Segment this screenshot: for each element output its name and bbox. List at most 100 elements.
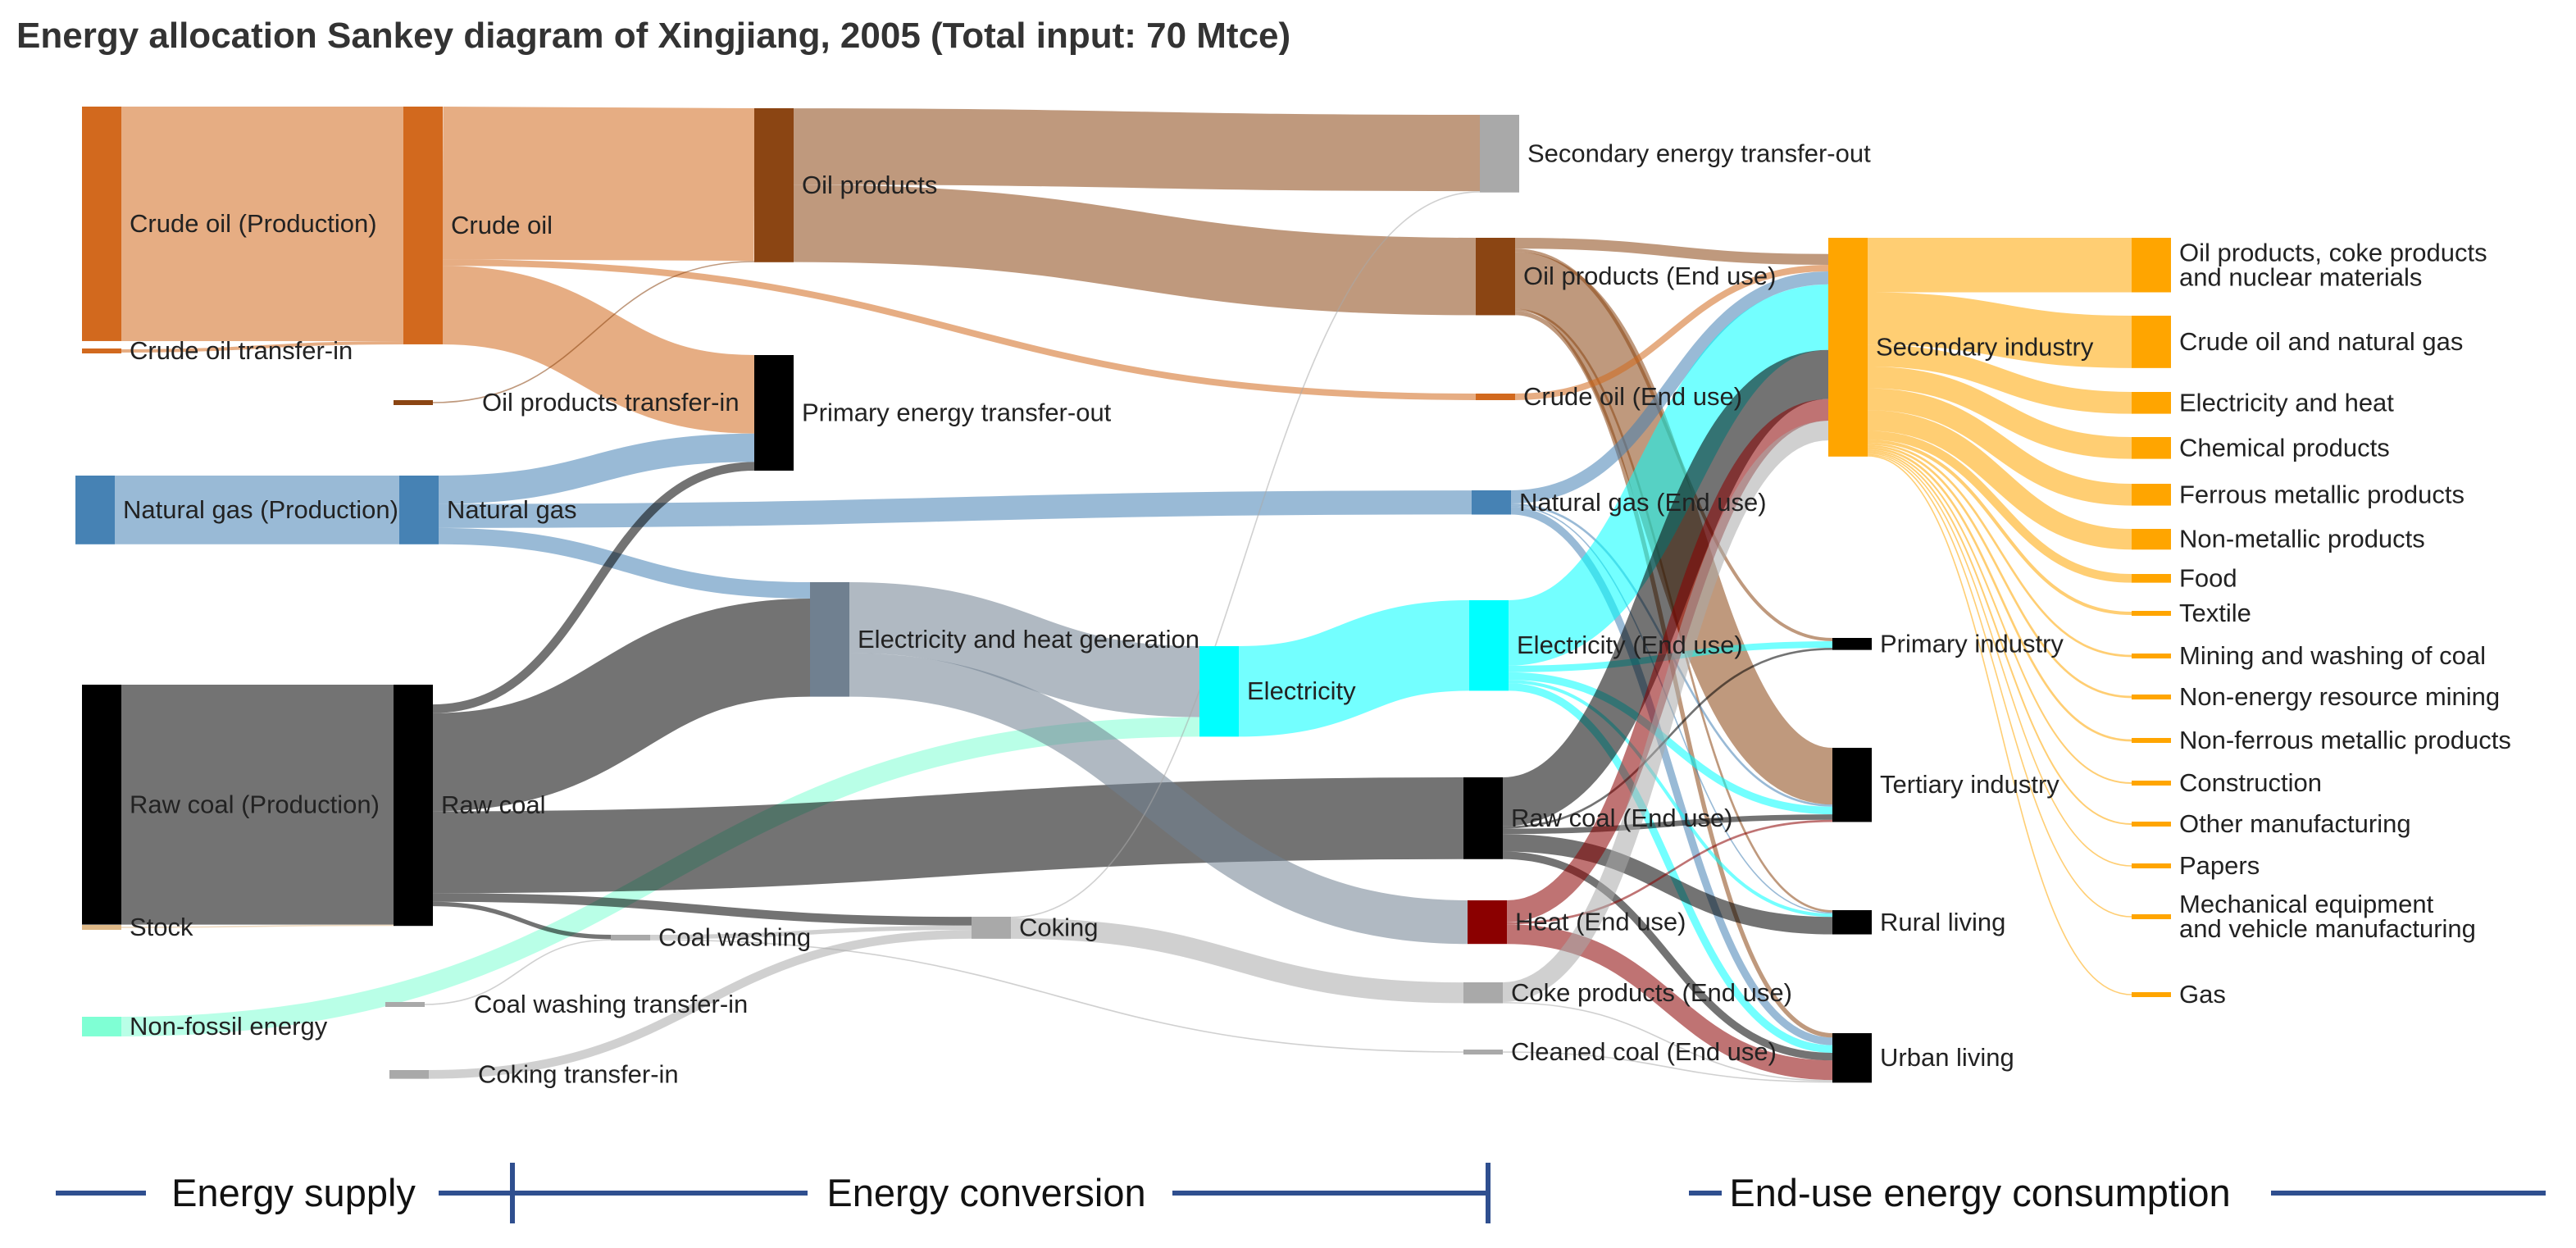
node-s3 — [2132, 392, 2171, 414]
node-label-crude_prod: Crude oil (Production) — [130, 209, 377, 238]
node-s2 — [2132, 316, 2171, 368]
node-label-crude_in: Crude oil transfer-in — [130, 336, 353, 365]
flow-link-gas-to-elec_gen — [438, 527, 811, 599]
node-label-coking_in: Coking transfer-in — [478, 1059, 679, 1088]
node-crude_in — [82, 348, 121, 353]
node-label-tertiary_ind: Tertiary industry — [1880, 770, 2059, 799]
node-label-s16: Gas — [2179, 980, 2226, 1009]
node-s14 — [2132, 863, 2171, 868]
node-crude — [403, 107, 443, 344]
flow-link-gas_end-to-secondary_ind — [1510, 271, 1829, 503]
node-gas_end — [1472, 490, 1511, 515]
flow-link-electricity-to-elec_end — [1238, 600, 1470, 737]
flow-link-secondary_ind-to-s16 — [1867, 455, 2132, 995]
node-label-s5: Ferrous metallic products — [2179, 480, 2464, 508]
node-s9 — [2132, 654, 2171, 658]
flow-link-oil_end-to-secondary_ind — [1514, 238, 1829, 265]
flow-link-coal-to-coal_end — [432, 777, 1464, 894]
flow-link-stock-to-coal — [121, 924, 394, 928]
node-s1 — [2132, 238, 2171, 293]
node-label-nonfossil: Non-fossil energy — [130, 1012, 328, 1041]
flow-link-secondary_ind-to-s5 — [1867, 388, 2132, 506]
node-label-oilprod: Oil products — [802, 171, 937, 199]
node-label-s10: Non-energy resource mining — [2179, 682, 2500, 711]
node-label-primary_ind: Primary industry — [1880, 629, 2064, 658]
flow-link-secondary_ind-to-s7 — [1867, 430, 2132, 583]
node-label-s12: Construction — [2179, 768, 2322, 797]
flow-link-coal-to-coalwash — [432, 901, 612, 940]
node-primary_ind — [1832, 638, 1872, 650]
flow-nodes — [75, 107, 2171, 1083]
node-label-s1: Oil products, coke products and nuclear m… — [2179, 238, 2487, 291]
node-s7 — [2132, 574, 2171, 583]
flow-link-secondary_ind-to-s4 — [1867, 366, 2132, 459]
node-label-coking: Coking — [1019, 913, 1099, 941]
node-tertiary_ind — [1832, 748, 1872, 822]
flow-link-coal_end-to-secondary_ind — [1500, 349, 1831, 827]
node-s12 — [2132, 781, 2171, 786]
node-gas_prod — [75, 476, 115, 544]
flow-link-elec_end-to-tertiary_ind — [1508, 672, 1833, 815]
flow-link-secondary_ind-to-s2 — [1867, 292, 2132, 368]
node-label-coal: Raw coal — [441, 790, 546, 819]
flow-link-crude-to-oilprod — [442, 107, 755, 262]
flow-link-elec_end-to-secondary_ind — [1506, 284, 1831, 666]
flow-link-coal-to-elec_gen — [432, 598, 811, 812]
flow-link-oilprod-to-oil_end — [793, 184, 1477, 316]
node-oilprod — [754, 108, 794, 262]
node-label-elec_end: Electricity (End use) — [1517, 631, 1743, 659]
flow-link-coking-to-secondary_out — [1010, 191, 1481, 918]
flow-link-secondary_ind-to-s9 — [1867, 443, 2132, 658]
node-s13 — [2132, 822, 2171, 827]
node-elec_end — [1469, 600, 1509, 691]
flow-link-gas-to-primary_out — [438, 433, 755, 504]
node-label-s6: Non-metallic products — [2179, 525, 2425, 553]
node-label-secondary_out: Secondary energy transfer-out — [1527, 139, 1871, 167]
flow-link-crude-to-crude_end — [442, 259, 1477, 400]
stage-axis: Energy supply Energy conversion End-use en… — [56, 1163, 2546, 1223]
flow-link-heat_end-to-tertiary_ind — [1506, 819, 1833, 925]
flow-link-crude_in-to-crude — [121, 340, 404, 353]
stage-label-1: Energy conversion — [826, 1171, 1145, 1214]
stage-label-0: Energy supply — [171, 1171, 416, 1214]
node-nonfossil — [82, 1017, 121, 1036]
node-coal_end — [1463, 777, 1503, 859]
node-coal_prod — [82, 685, 121, 925]
node-label-crude_end: Crude oil (End use) — [1523, 382, 1742, 411]
node-primary_out — [754, 355, 794, 471]
flow-link-coal-to-coking — [432, 893, 972, 926]
node-secondary_ind — [1828, 238, 1868, 457]
node-coking_in — [389, 1070, 429, 1079]
node-oilprod_in — [394, 400, 433, 405]
node-label-s3: Electricity and heat — [2179, 388, 2394, 417]
node-gas — [399, 476, 439, 544]
node-label-secondary_ind: Secondary industry — [1876, 332, 2094, 361]
node-label-crude: Crude oil — [451, 211, 553, 239]
node-label-electricity: Electricity — [1247, 676, 1356, 705]
flow-link-secondary_ind-to-s6 — [1867, 410, 2132, 550]
flow-link-coking_in-to-coking — [428, 930, 972, 1079]
node-oil_end — [1476, 238, 1515, 316]
node-label-s9: Mining and washing of coal — [2179, 641, 2486, 670]
flow-link-coal_end-to-rural — [1502, 834, 1833, 935]
node-s10 — [2132, 695, 2171, 699]
node-secondary_out — [1480, 115, 1519, 193]
flow-link-gas-to-gas_end — [438, 490, 1472, 528]
node-s16 — [2132, 992, 2171, 997]
flow-link-coal_end-to-tertiary_ind — [1502, 814, 1833, 835]
flow-link-secondary_ind-to-s11 — [1867, 447, 2132, 742]
flow-link-secondary_ind-to-s10 — [1867, 444, 2132, 699]
flow-link-coke_end-to-secondary_ind — [1502, 421, 1829, 1002]
flow-link-elec_gen-to-heat_end — [849, 653, 1468, 945]
node-label-urban: Urban living — [1880, 1043, 2014, 1072]
node-s4 — [2132, 437, 2171, 459]
flow-link-gas_end-to-urban — [1510, 507, 1833, 1045]
node-s8 — [2132, 611, 2171, 616]
flow-link-crude_end-to-secondary_ind — [1514, 264, 1829, 400]
flow-link-elec_end-to-urban — [1508, 683, 1833, 1053]
node-labels: Crude oil (Production) Crude oil transfer… — [123, 139, 2511, 1088]
flow-link-secondary_ind-to-s13 — [1867, 451, 2132, 825]
node-label-s2: Crude oil and natural gas — [2179, 327, 2463, 356]
flow-link-coke_end-to-urban — [1502, 1001, 1833, 1082]
node-heat_end — [1468, 900, 1507, 945]
